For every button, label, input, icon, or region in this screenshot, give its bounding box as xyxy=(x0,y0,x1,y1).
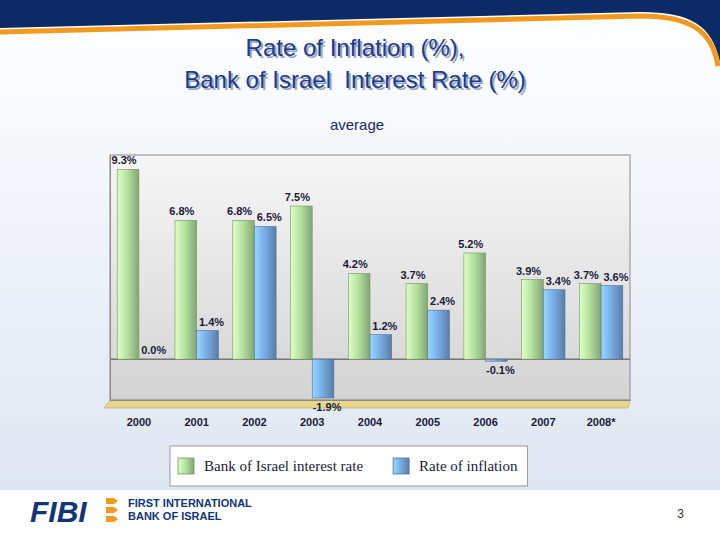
data-label: 3.7% xyxy=(574,269,599,281)
x-tick: 2004 xyxy=(358,400,383,428)
x-tick: 2001 xyxy=(184,400,208,428)
series-bars xyxy=(117,169,601,359)
bar xyxy=(522,280,544,360)
data-label: 5.2% xyxy=(458,238,483,250)
bar xyxy=(406,284,428,360)
logo-mark-part xyxy=(106,507,118,513)
x-axis-line xyxy=(111,400,631,401)
bar xyxy=(464,253,486,359)
bar xyxy=(233,220,255,359)
legend-label: Rate of inflation xyxy=(419,458,518,474)
data-label: 3.6% xyxy=(603,271,628,283)
bar xyxy=(579,284,601,360)
title-group: Rate of Inflation (%),Rate of Inflation … xyxy=(184,34,527,95)
subtitle: average xyxy=(330,116,384,133)
plot-floor xyxy=(104,400,630,408)
series-bars xyxy=(197,226,623,397)
legend-swatch xyxy=(178,458,194,474)
x-tick-label: 2007 xyxy=(531,416,555,428)
x-tick-label: 2003 xyxy=(300,416,324,428)
data-label: 3.7% xyxy=(400,269,425,281)
data-label: 4.2% xyxy=(343,258,368,270)
x-tick-label: 2008* xyxy=(587,416,616,428)
bar xyxy=(543,290,565,359)
data-label: 9.3% xyxy=(112,154,137,166)
data-label: -0.1% xyxy=(486,364,515,376)
x-axis: 2000 2001 2002 2003 2004 2005 2006 2007 2008* xyxy=(111,400,631,428)
logo-mark-part xyxy=(106,516,118,522)
footer: FIBI FIRST INTERNATIONALBANK OF ISRAEL 3 xyxy=(0,490,720,540)
data-label: 1.4% xyxy=(199,316,224,328)
data-label: 6.8% xyxy=(169,205,194,217)
bar xyxy=(601,286,623,360)
title: Rate of Inflation (%), xyxy=(246,34,465,61)
data-labels: 9.3% 6.8% 6.8% 7.5% 4.2% 3.7% 5.2% 3.9% 3.7% 0.0%… xyxy=(112,154,629,413)
data-label: 6.8% xyxy=(227,205,252,217)
x-tick-label: 2002 xyxy=(242,416,266,428)
bar xyxy=(428,310,450,359)
x-tick-label: 2000 xyxy=(127,416,151,428)
legend-box xyxy=(170,446,527,486)
bar xyxy=(117,169,139,359)
data-label: 1.2% xyxy=(372,320,397,332)
x-tick: 2008* xyxy=(587,400,616,428)
legend-swatch xyxy=(393,458,409,474)
legend-label: Bank of Israel interest rate xyxy=(204,458,363,474)
chart-root: Rate of Inflation (%),Rate of Inflation … xyxy=(0,0,720,540)
top-band-stroke xyxy=(0,16,718,66)
data-label: -1.9% xyxy=(313,401,342,413)
logo-mark xyxy=(106,498,118,522)
x-tick: 2007 xyxy=(531,400,555,428)
background xyxy=(0,0,720,540)
x-tick: 2005 xyxy=(416,400,440,428)
data-label: 2.4% xyxy=(430,295,455,307)
x-tick-label: 2004 xyxy=(358,416,383,428)
x-tick-label: 2006 xyxy=(473,416,497,428)
logo-text: FIBI xyxy=(30,495,87,528)
bar xyxy=(197,331,219,360)
bank-name: FIRST INTERNATIONAL xyxy=(128,497,252,509)
data-label: 7.5% xyxy=(285,191,310,203)
x-tick: 2000 xyxy=(127,400,151,428)
data-label: 3.4% xyxy=(546,275,571,287)
bar xyxy=(348,273,370,359)
logo-mark-part xyxy=(106,498,118,504)
x-tick: 2006 xyxy=(473,400,497,428)
page-number: 3 xyxy=(677,507,684,521)
y-axis xyxy=(110,156,111,401)
bar xyxy=(370,335,392,360)
bar xyxy=(486,359,508,361)
x-tick-label: 2001 xyxy=(184,416,208,428)
plot-frame xyxy=(110,155,630,400)
y-axis-line xyxy=(110,156,111,401)
data-label: 3.9% xyxy=(516,265,541,277)
footer-band xyxy=(0,490,720,540)
bar xyxy=(175,220,197,359)
title: Bank of Israel Interest Rate (%) xyxy=(184,66,525,93)
bar xyxy=(139,359,161,360)
bar xyxy=(312,359,334,398)
bar xyxy=(291,206,313,359)
plot-background xyxy=(110,155,630,400)
data-label: 6.5% xyxy=(257,211,282,223)
chart-svg: Rate of Inflation (%),Rate of Inflation … xyxy=(0,0,720,540)
x-tick: 2002 xyxy=(242,400,266,428)
data-label: 0.0% xyxy=(141,344,166,356)
bar xyxy=(254,226,276,359)
bank-name: BANK OF ISRAEL xyxy=(128,510,222,522)
x-tick-label: 2005 xyxy=(416,416,440,428)
legend: Bank of Israel interest rate Rate of infl… xyxy=(170,446,527,486)
bars xyxy=(117,169,623,398)
